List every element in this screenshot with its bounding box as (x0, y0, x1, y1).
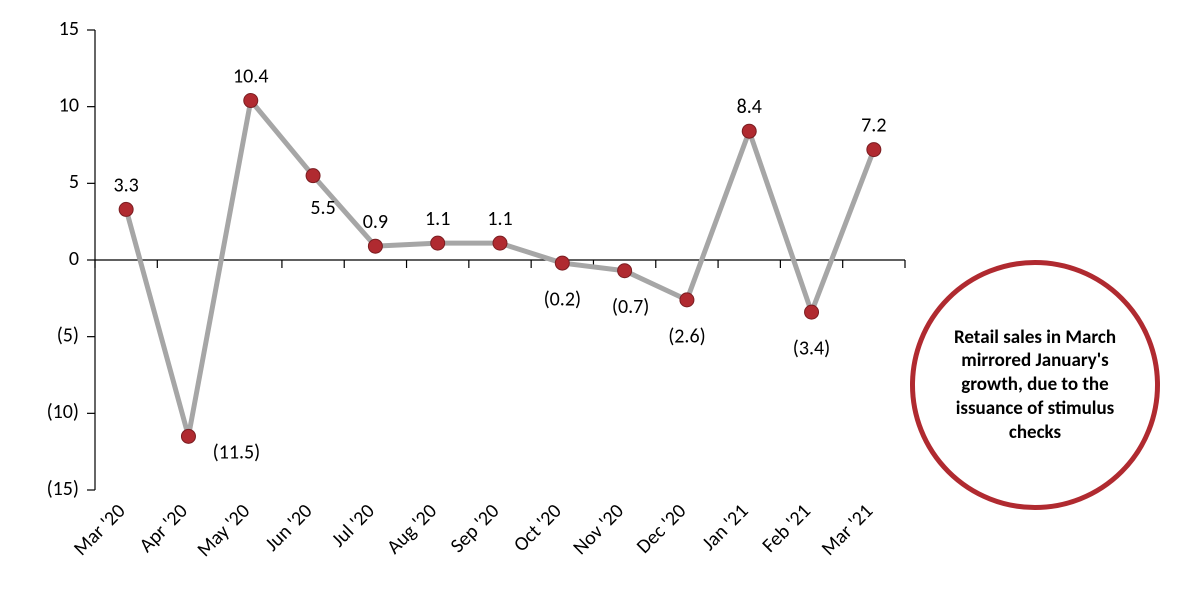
svg-text:Aug '20: Aug '20 (382, 499, 442, 559)
svg-text:May '20: May '20 (192, 499, 255, 562)
svg-text:(11.5): (11.5) (213, 441, 261, 465)
svg-text:5: 5 (69, 170, 79, 194)
svg-text:Mar '20: Mar '20 (69, 499, 130, 560)
svg-text:1.1: 1.1 (425, 207, 450, 231)
svg-text:Dec '20: Dec '20 (632, 499, 691, 558)
chart-stage: (15)(10)(5)051015Mar '20Apr '20May '20Ju… (0, 0, 1177, 604)
svg-text:(10): (10) (47, 400, 79, 424)
svg-text:(0.7): (0.7) (612, 295, 649, 319)
svg-text:Feb '21: Feb '21 (757, 499, 815, 557)
svg-text:1.1: 1.1 (487, 207, 512, 231)
svg-text:(3.4): (3.4) (793, 337, 830, 361)
svg-text:10.4: 10.4 (233, 65, 268, 89)
svg-text:10: 10 (59, 93, 79, 117)
svg-text:Mar '21: Mar '21 (817, 499, 878, 560)
svg-text:Oct '20: Oct '20 (509, 499, 567, 557)
svg-text:15: 15 (59, 17, 79, 41)
svg-text:Jan '21: Jan '21 (697, 499, 753, 555)
svg-text:(2.6): (2.6) (668, 324, 705, 348)
svg-text:Jul '20: Jul '20 (327, 499, 380, 552)
svg-text:Sep '20: Sep '20 (446, 499, 505, 558)
svg-text:5.5: 5.5 (310, 196, 335, 220)
svg-text:(0.2): (0.2) (544, 287, 581, 311)
svg-text:7.2: 7.2 (861, 114, 886, 138)
svg-text:Nov '20: Nov '20 (568, 499, 629, 560)
svg-text:(5): (5) (57, 323, 79, 347)
svg-text:(15): (15) (47, 477, 79, 501)
svg-text:0.9: 0.9 (363, 210, 388, 234)
svg-text:3.3: 3.3 (113, 173, 138, 197)
svg-text:Apr '20: Apr '20 (135, 499, 193, 557)
callout-text: Retail sales in March mirrored January's… (943, 326, 1127, 445)
svg-text:0: 0 (69, 247, 79, 271)
svg-text:Jun '20: Jun '20 (260, 499, 317, 556)
svg-text:8.4: 8.4 (737, 95, 762, 119)
callout-circle: Retail sales in March mirrored January's… (910, 260, 1160, 510)
